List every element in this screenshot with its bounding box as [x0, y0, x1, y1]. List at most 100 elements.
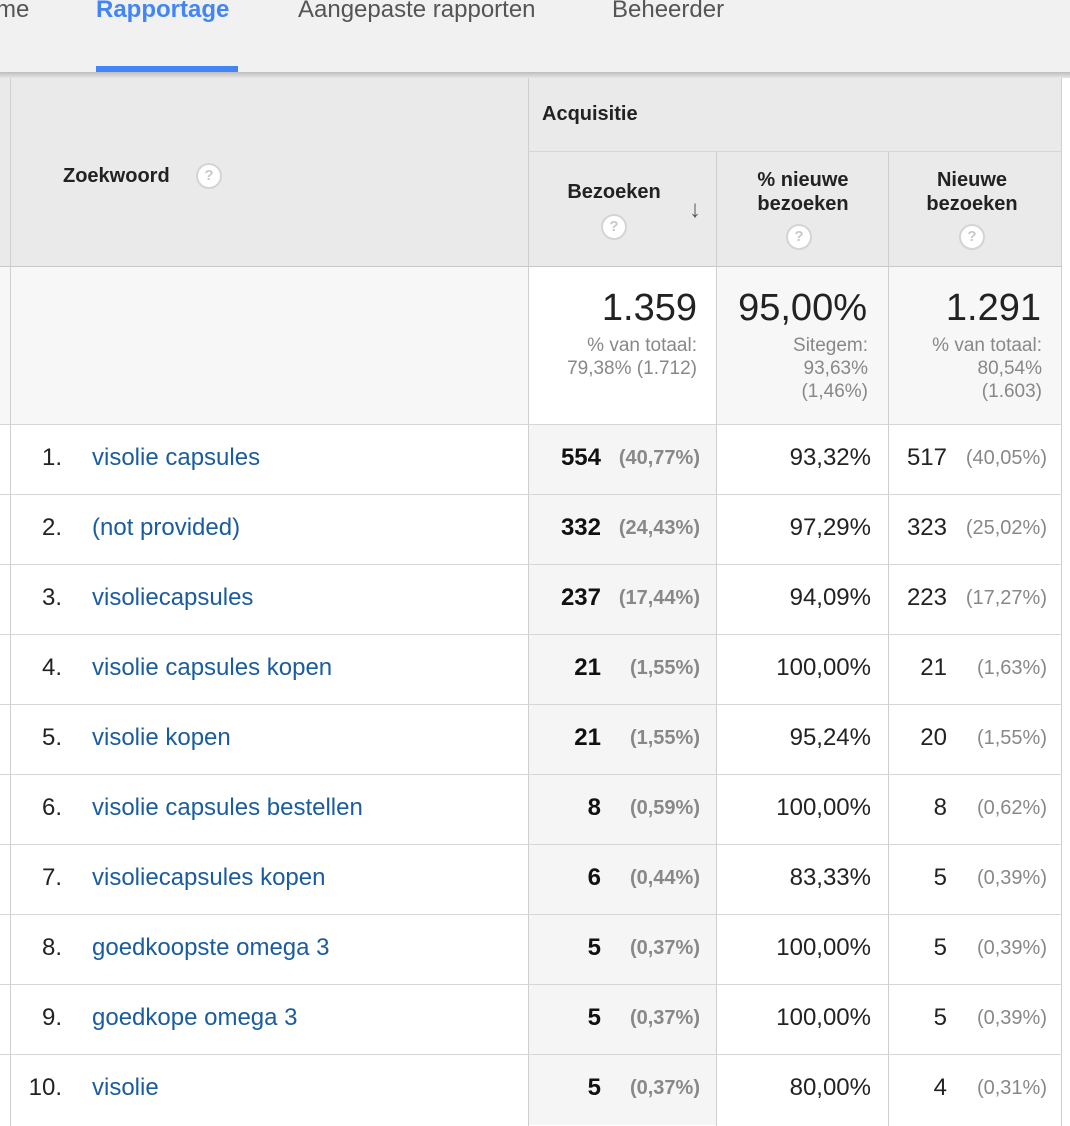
sorted-column-cell [529, 775, 717, 845]
new-visits-value: 517 [906, 444, 947, 471]
sorted-column-cell [529, 495, 717, 565]
column-header-line: bezoeken [757, 193, 849, 215]
row-divider [0, 494, 1062, 495]
new-visits-percentage: (40,05%) [965, 447, 1047, 469]
visits-value: 237 [560, 584, 601, 611]
column-divider [10, 78, 11, 1126]
row-divider [0, 424, 1062, 425]
caption-line: 80,54% [977, 358, 1042, 379]
new-visits-pct-value: 80,00% [789, 1074, 871, 1101]
table-row: 3. visoliecapsules 237 (17,44%) 94,09% 2… [0, 565, 1062, 635]
help-icon[interactable]: ? [601, 214, 627, 240]
row-rank: 10. [28, 1074, 62, 1101]
new-visits-value: 323 [906, 514, 947, 541]
sorted-column-cell [529, 705, 717, 775]
sort-down-icon[interactable]: ↓ [689, 196, 701, 223]
new-visits-value: 5 [933, 864, 947, 891]
tab-home-label: me [0, 0, 30, 23]
new-visits-percentage: (0,39%) [976, 937, 1047, 959]
new-visits-percentage: (17,27%) [965, 587, 1047, 609]
new-visits-pct-value: 100,00% [776, 1004, 871, 1031]
keyword-link[interactable]: visoliecapsules [92, 584, 254, 611]
visits-value: 21 [574, 724, 601, 751]
keyword-link[interactable]: visolie capsules kopen [92, 654, 333, 681]
visits-value: 8 [587, 794, 601, 821]
sorted-column-cell [529, 845, 717, 915]
new-visits-pct-value: 83,33% [789, 864, 871, 891]
totals-sorted-cell [529, 267, 717, 424]
new-visits-pct-value: 94,09% [789, 584, 871, 611]
tab-aangepaste-rapporten[interactable]: Aangepaste rapporten [298, 0, 536, 74]
total-new-pct: 95,00% [738, 287, 867, 329]
visits-percentage: (0,37%) [629, 937, 700, 959]
tab-rapportage[interactable]: Rapportage [96, 0, 238, 74]
tab-beheerder-label: Beheerder [612, 0, 725, 23]
visits-value: 5 [587, 1074, 601, 1101]
row-rank: 6. [41, 794, 62, 821]
tab-beheerder[interactable]: Beheerder [612, 0, 724, 74]
new-visits-value: 5 [933, 934, 947, 961]
column-divider [1061, 78, 1062, 1126]
help-icon[interactable]: ? [196, 163, 222, 189]
visits-value: 5 [587, 1004, 601, 1031]
row-divider [0, 774, 1062, 775]
sorted-column-cell [529, 565, 717, 635]
column-divider [888, 151, 889, 1126]
row-rank: 9. [41, 1004, 62, 1031]
active-tab-indicator [96, 66, 238, 72]
row-divider [0, 704, 1062, 705]
table-row: 5. visolie kopen 21 (1,55%) 95,24% 20 (1… [0, 705, 1062, 775]
column-header-pct-nieuwe-bezoeken[interactable]: % nieuwe bezoeken [717, 168, 889, 216]
table-row: 1. visolie capsules 554 (40,77%) 93,32% … [0, 425, 1062, 495]
row-divider [0, 914, 1062, 915]
keyword-link[interactable]: visolie [92, 1074, 159, 1101]
row-rank: 3. [41, 584, 62, 611]
new-visits-percentage: (0,62%) [976, 797, 1047, 819]
visits-value: 5 [587, 934, 601, 961]
table-row: 7. visoliecapsules kopen 6 (0,44%) 83,33… [0, 845, 1062, 915]
new-visits-percentage: (0,31%) [976, 1077, 1047, 1099]
top-navigation: me Rapportage Aangepaste rapporten Behee… [0, 0, 1070, 74]
table-row: 2. (not provided) 332 (24,43%) 97,29% 32… [0, 495, 1062, 565]
row-divider [528, 151, 1062, 152]
keyword-link[interactable]: (not provided) [92, 514, 241, 541]
column-header-line: bezoeken [926, 193, 1018, 215]
help-icon[interactable]: ? [786, 224, 812, 250]
keyword-link[interactable]: goedkoopste omega 3 [92, 934, 330, 961]
row-rank: 5. [41, 724, 62, 751]
table-row: 4. visolie capsules kopen 21 (1,55%) 100… [0, 635, 1062, 705]
sorted-column-cell [529, 985, 717, 1055]
table-row: 10. visolie 5 (0,37%) 80,00% 4 (0,31%) [0, 1055, 1062, 1125]
row-rank: 7. [41, 864, 62, 891]
row-rank: 2. [41, 514, 62, 541]
keyword-link[interactable]: visolie capsules [92, 444, 261, 471]
keyword-link[interactable]: visolie kopen [92, 724, 231, 751]
visits-value: 6 [587, 864, 601, 891]
visits-percentage: (24,43%) [618, 517, 700, 539]
visits-percentage: (0,44%) [629, 867, 700, 889]
column-header-bezoeken[interactable]: Bezoeken [567, 181, 661, 203]
visits-percentage: (40,77%) [618, 447, 700, 469]
column-header-zoekwoord[interactable]: Zoekwoord [63, 165, 170, 187]
new-visits-value: 223 [906, 584, 947, 611]
keyword-link[interactable]: goedkope omega 3 [92, 1004, 298, 1031]
new-visits-pct-value: 97,29% [789, 514, 871, 541]
new-visits-value: 4 [933, 1074, 947, 1101]
tab-home[interactable]: me [0, 0, 29, 74]
row-rank: 8. [41, 934, 62, 961]
help-icon[interactable]: ? [959, 224, 985, 250]
new-visits-value: 21 [920, 654, 947, 681]
column-header-nieuwe-bezoeken[interactable]: Nieuwe bezoeken [889, 168, 1055, 216]
visits-value: 21 [574, 654, 601, 681]
new-visits-value: 20 [920, 724, 947, 751]
nav-divider [0, 72, 1070, 78]
new-visits-pct-value: 95,24% [789, 724, 871, 751]
caption-line: Sitegem: [793, 335, 868, 356]
visits-percentage: (1,55%) [629, 727, 700, 749]
sorted-column-cell [529, 915, 717, 985]
keyword-link[interactable]: visoliecapsules kopen [92, 864, 326, 891]
keyword-link[interactable]: visolie capsules bestellen [92, 794, 363, 821]
row-divider [0, 634, 1062, 635]
visits-percentage: (0,37%) [629, 1077, 700, 1099]
